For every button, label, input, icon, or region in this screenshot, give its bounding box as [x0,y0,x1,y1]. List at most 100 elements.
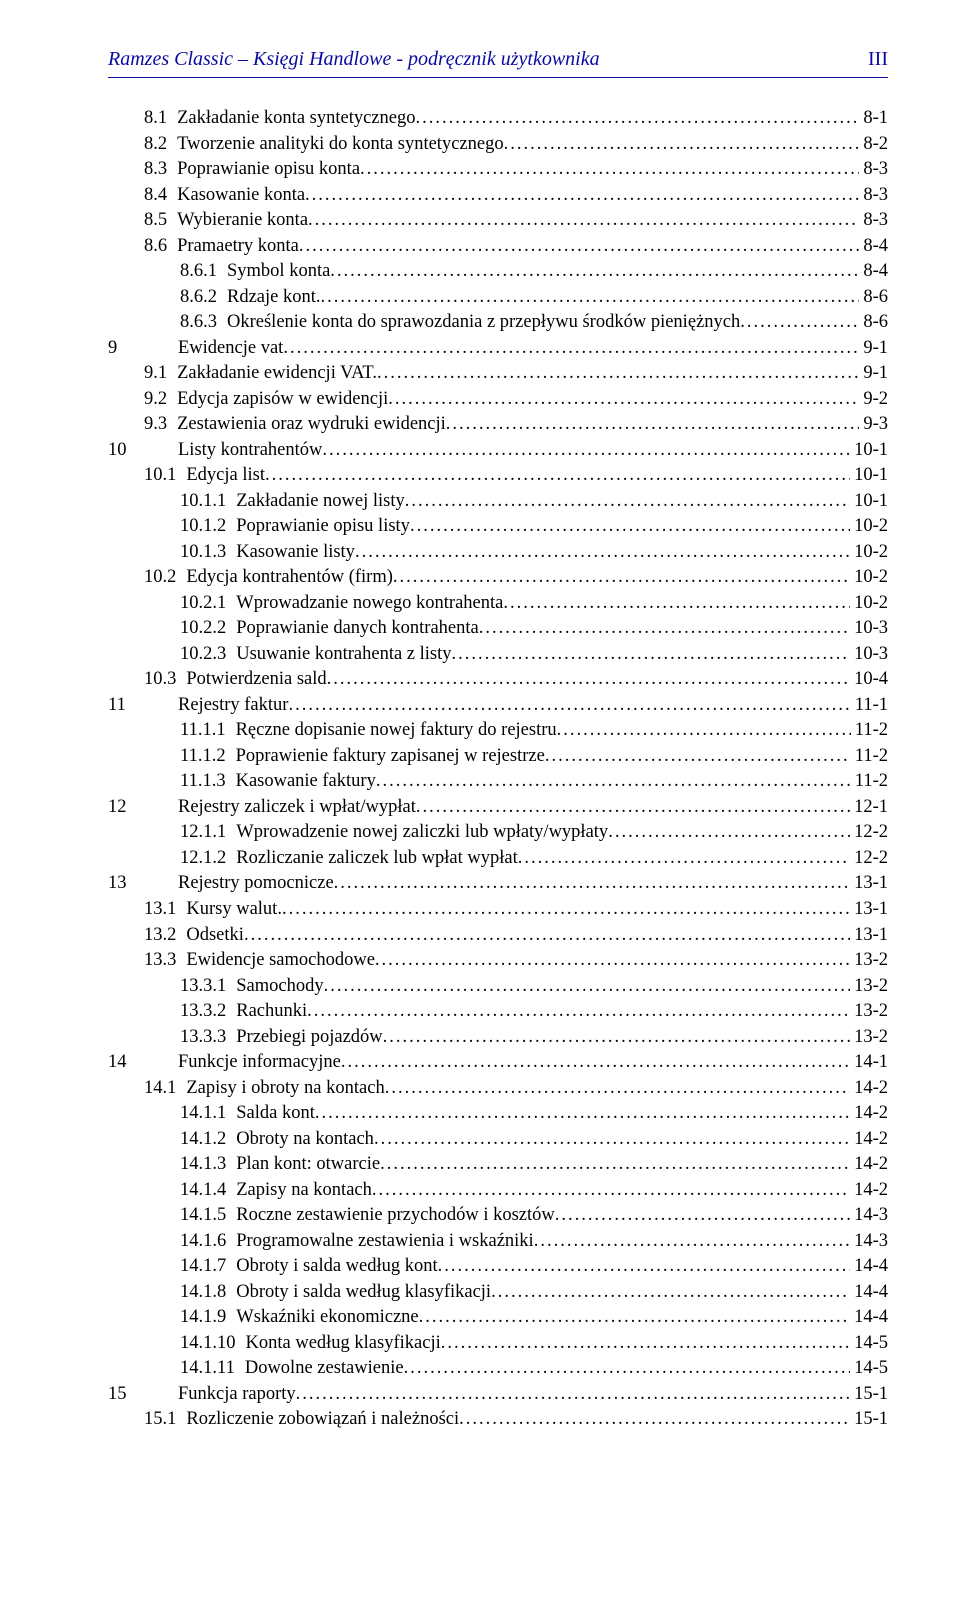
toc-entry-page: 13-1 [850,923,888,949]
toc-leader-dots [518,846,850,872]
toc-leader-dots [479,616,850,642]
page: Ramzes Classic – Księgi Handlowe - podrę… [0,0,960,1473]
toc-entry-number: 12 [108,795,178,821]
toc-entry-page: 13-2 [850,999,888,1025]
toc-row: 11.1.3Kasowanie faktury11-2 [108,769,888,795]
toc-leader-dots [334,871,850,897]
toc-entry-page: 14-3 [850,1203,888,1229]
toc-leader-dots [308,208,859,234]
toc-leader-dots [377,361,859,387]
toc-entry-page: 10-1 [850,489,888,515]
toc-row: 8.2Tworzenie analityki do konta syntetyc… [108,132,888,158]
toc-entry-label: Kursy walut. [186,897,282,923]
toc-row: 8.6Pramaetry konta 8-4 [108,234,888,260]
toc-leader-dots [404,1356,851,1382]
toc-entry-number: 14.1.8 [180,1280,236,1306]
toc-leader-dots [419,1305,850,1331]
toc-entry-page: 9-1 [859,336,888,362]
toc-entry-label: Ewidencje samochodowe [186,948,375,974]
toc-entry-number: 14.1.10 [180,1331,246,1357]
toc-entry-page: 10-2 [850,565,888,591]
toc-entry-label: Dowolne zestawienie [245,1356,404,1382]
toc-entry-page: 8-4 [859,234,888,260]
toc-entry-page: 13-2 [850,974,888,1000]
toc-entry-label: Obroty na kontach [236,1127,374,1153]
toc-entry-label: Obroty i salda według klasyfikacji [236,1280,491,1306]
toc-row: 14.1.5Roczne zestawienie przychodów i ko… [108,1203,888,1229]
toc-leader-dots [327,667,850,693]
toc-leader-dots [283,336,859,362]
toc-entry-number: 14.1.3 [180,1152,236,1178]
toc-row: 9.1Zakładanie ewidencji VAT. 9-1 [108,361,888,387]
toc-leader-dots [330,259,859,285]
toc-entry-number: 11.1.3 [180,769,236,795]
toc-entry-number: 10.2.1 [180,591,236,617]
toc-entry-number: 14.1.1 [180,1101,236,1127]
toc-entry-label: Programowalne zestawienia i wskaźniki [236,1229,533,1255]
toc-entry-label: Roczne zestawienie przychodów i kosztów [236,1203,555,1229]
toc-entry-number: 14.1.4 [180,1178,236,1204]
toc-leader-dots [385,1076,850,1102]
toc-leader-dots [375,948,850,974]
toc-entry-page: 14-2 [850,1101,888,1127]
toc-row: 13.3.1Samochody13-2 [108,974,888,1000]
toc-entry-page: 10-2 [850,540,888,566]
toc-entry-page: 12-1 [850,795,888,821]
toc-entry-number: 8.3 [144,157,177,183]
toc-leader-dots [380,1152,850,1178]
toc-row: 10.3Potwierdzenia sald10-4 [108,667,888,693]
toc-leader-dots [315,1101,850,1127]
toc-row: 15.1Rozliczenie zobowiązań i należności1… [108,1407,888,1433]
toc-entry-page: 10-1 [850,463,888,489]
toc-row: 13.2Odsetki13-1 [108,923,888,949]
toc-entry-label: Zakładanie ewidencji VAT. [177,361,377,387]
toc-entry-number: 14.1.11 [180,1356,245,1382]
toc-row: 13.1Kursy walut.13-1 [108,897,888,923]
toc-entry-label: Salda kont [236,1101,315,1127]
toc-entry-label: Funkcje informacyjne [178,1050,341,1076]
toc-row: 14.1.3Plan kont: otwarcie14-2 [108,1152,888,1178]
table-of-contents: 8.1Zakładanie konta syntetycznego8-18.2T… [108,106,888,1433]
toc-leader-dots [355,540,850,566]
toc-entry-label: Rozliczanie zaliczek lub wpłat wypłat [236,846,518,872]
toc-row: 14.1.7Obroty i salda według kont14-4 [108,1254,888,1280]
toc-leader-dots [296,1382,850,1408]
toc-row: 13.3Ewidencje samochodowe13-2 [108,948,888,974]
toc-entry-label: Ewidencje vat [178,336,283,362]
toc-row: 13Rejestry pomocnicze13-1 [108,871,888,897]
toc-entry-label: Rejestry zaliczek i wpłat/wypłat [178,795,416,821]
toc-entry-number: 10.2.3 [180,642,236,668]
toc-entry-number: 9.1 [144,361,177,387]
toc-leader-dots [321,285,860,311]
toc-row: 13.3.3Przebiegi pojazdów13-2 [108,1025,888,1051]
toc-entry-label: Poprawienie faktury zapisanej w rejestrz… [236,744,545,770]
toc-entry-label: Edycja zapisów w ewidencji [177,387,388,413]
toc-entry-page: 14-5 [850,1331,888,1357]
header-rule [108,77,888,78]
toc-entry-label: Określenie konta do sprawozdania z przep… [227,310,740,336]
toc-entry-number: 10.1.1 [180,489,236,515]
toc-row: 10.1Edycja list10-1 [108,463,888,489]
toc-leader-dots [288,693,850,719]
toc-entry-page: 11-1 [851,693,888,719]
toc-row: 9Ewidencje vat9-1 [108,336,888,362]
toc-leader-dots [244,923,850,949]
toc-entry-label: Plan kont: otwarcie [236,1152,380,1178]
toc-entry-number: 9.3 [144,412,177,438]
toc-row: 14Funkcje informacyjne14-1 [108,1050,888,1076]
toc-entry-label: Pramaetry konta [177,234,299,260]
toc-entry-label: Rejestry pomocnicze [178,871,334,897]
toc-entry-page: 10-1 [850,438,888,464]
toc-entry-page: 12-2 [850,820,888,846]
toc-entry-label: Kasowanie konta [177,183,305,209]
toc-leader-dots [459,1407,850,1433]
toc-entry-number: 10 [108,438,178,464]
toc-entry-number: 8.4 [144,183,177,209]
toc-row: 11.1.2Poprawienie faktury zapisanej w re… [108,744,888,770]
toc-entry-page: 14-1 [850,1050,888,1076]
toc-entry-number: 13.3.2 [180,999,236,1025]
toc-entry-number: 8.6 [144,234,177,260]
toc-entry-number: 12.1.2 [180,846,236,872]
toc-entry-page: 8-4 [859,259,888,285]
toc-leader-dots [324,974,850,1000]
